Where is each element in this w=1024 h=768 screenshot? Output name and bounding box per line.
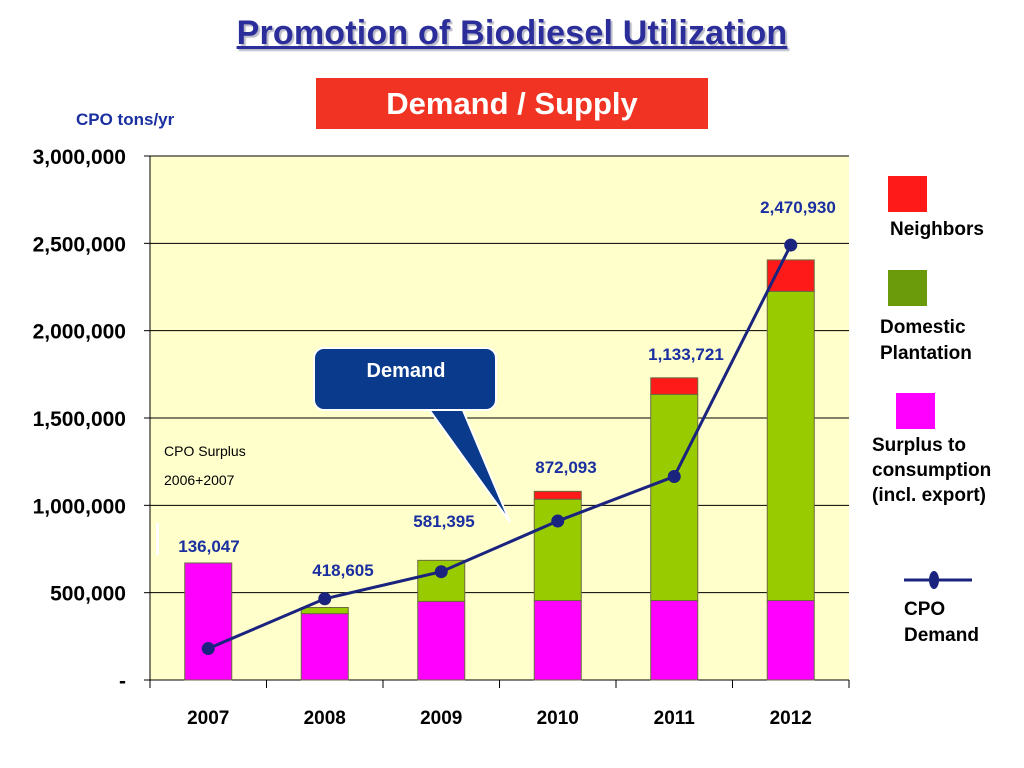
bar-neighbors-2011 [650, 377, 699, 395]
legend-line-cpo-demand [904, 571, 972, 589]
demand-callout-label: Demand [366, 360, 446, 382]
data-label-2009: 581,395 [413, 512, 474, 531]
y-tick-label: 1,500,000 [33, 408, 126, 431]
x-tick-label: 2009 [420, 708, 462, 729]
bar-surplus-2008 [300, 613, 349, 681]
bar-surplus-2012 [766, 600, 815, 681]
cpo-demand-line [207, 244, 793, 650]
y-tick-label: 1,000,000 [33, 495, 126, 518]
bar-domestic-2008 [300, 607, 349, 615]
data-label-2010: 872,093 [535, 458, 596, 477]
x-tick-label: 2012 [770, 708, 812, 729]
y-tick-label: 3,000,000 [33, 146, 126, 169]
bar-surplus-2009 [417, 600, 466, 681]
legend-label-domestic-2: Plantation [880, 343, 972, 364]
bar-surplus-2007 [184, 562, 233, 681]
subtitle-text: Demand / Supply [386, 85, 638, 121]
cpo-demand-point-2009 [434, 565, 448, 579]
y-tick-label: 500,000 [50, 583, 126, 606]
x-tick-label: 2010 [537, 708, 579, 729]
x-tick-label: 2007 [187, 708, 229, 729]
legend-label-surplus-1: Surplus to [872, 435, 966, 456]
bar-domestic-2011 [650, 393, 699, 602]
subtitle-banner: Demand / Supply [316, 78, 708, 129]
y-tick-label: - [119, 670, 126, 693]
cpo-demand-point-2010 [551, 514, 565, 528]
bar-surplus-2010 [533, 600, 582, 681]
x-tick-label: 2011 [654, 708, 696, 729]
legend-label-surplus-2: consumption [872, 460, 992, 481]
data-label-2012: 2,470,930 [760, 198, 836, 217]
y-tick-label: 2,500,000 [33, 233, 126, 256]
slide-title: Promotion of Biodiesel Utilization [236, 14, 788, 52]
data-label-2008: 418,605 [312, 561, 373, 580]
legend-swatch-neighbors [888, 176, 927, 212]
legend-label-demand-1: CPO [904, 599, 946, 620]
cpo-demand-point-2007 [201, 642, 215, 656]
legend-swatch-surplus [896, 393, 935, 429]
callout-box [313, 347, 497, 411]
legend-swatch-domestic [888, 270, 927, 306]
x-tick-label: 2008 [304, 708, 346, 729]
data-label-2011: 1,133,721 [648, 345, 724, 364]
legend-label-demand-2: Demand [904, 625, 979, 646]
legend-label-surplus-3: (incl. export) [872, 485, 987, 506]
y-tick-label: 2,000,000 [33, 321, 126, 344]
bar-domestic-2012 [766, 290, 815, 602]
cpo-surplus-note: CPO Surplus [164, 443, 246, 459]
bar-neighbors-2010 [533, 490, 582, 500]
cpo-demand-point-2011 [667, 470, 681, 484]
cpo-demand-point-2012 [784, 238, 798, 252]
bar-surplus-2011 [650, 600, 699, 681]
legend-label-neighbors: Neighbors [890, 219, 984, 240]
y-axis-unit-label: CPO tons/yr [76, 110, 175, 129]
data-label-2007: 136,047 [178, 537, 239, 556]
cpo-surplus-years-note: 2006+2007 [164, 472, 235, 488]
marker-strip [156, 523, 159, 555]
cpo-demand-point-2008 [318, 592, 332, 606]
legend-label-domestic-1: Domestic [880, 317, 966, 338]
